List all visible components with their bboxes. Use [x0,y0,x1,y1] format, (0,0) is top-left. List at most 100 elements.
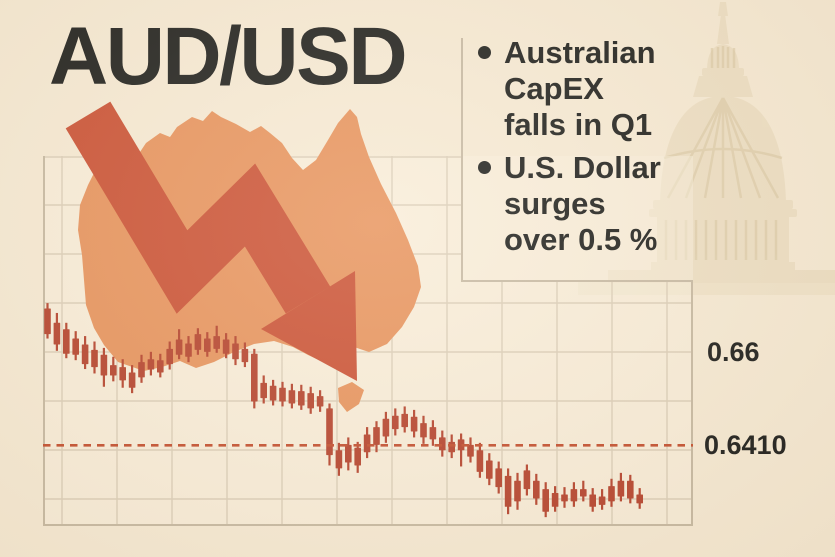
candle-body [533,480,540,499]
candle-body [636,494,643,504]
candle [44,303,51,339]
candle [335,442,343,476]
capitol-details [663,46,783,260]
candle-body [429,427,437,440]
candle [260,375,267,404]
candle-body [251,353,258,402]
candle [617,472,625,502]
candle-body [345,444,352,463]
candle-body [382,418,390,437]
tasmania [338,382,364,412]
candle [232,336,239,366]
candle [598,489,606,510]
candle-body [401,413,408,428]
us-capitol-icon [578,2,835,295]
bullet-list: Australian CapEX falls in Q1 U.S. Dollar… [477,35,662,258]
candle-body [119,367,126,381]
candle-body [486,460,493,479]
candle [138,354,145,383]
candle [504,468,512,515]
candle [392,408,399,436]
candle [542,482,549,518]
candle-body [448,441,455,453]
candle-body [204,338,211,352]
bullet-text: U.S. Dollar surges over 0.5 % [504,150,661,257]
candle [410,409,418,438]
candle-body [335,450,343,469]
candle-body [241,348,249,363]
candle-body [72,338,79,355]
candle [100,347,108,387]
candle [175,329,183,360]
candle-body [100,354,108,376]
candle [110,356,117,382]
price-label-0-66: 0.66 [707,337,760,367]
candle-body [495,468,502,488]
candle [298,384,305,410]
candle [345,437,352,471]
candle-body [194,334,202,350]
candle [457,433,465,467]
candle-body [561,494,568,502]
candle [166,341,173,370]
candle-body [542,489,549,512]
price-label-0-6410: 0.6410 [704,430,787,460]
candle [204,332,211,357]
candle-body [175,339,183,355]
candle-body [298,391,305,406]
candle [523,464,531,496]
candle-body [617,480,625,497]
candle [627,474,634,504]
candle [72,331,79,361]
candle [288,383,296,409]
candle [561,487,568,508]
candle-body [166,348,173,365]
candle [213,325,220,353]
candle [401,406,408,433]
candle [81,336,89,370]
candle-body [589,494,596,507]
candle-body [504,475,512,507]
candle-body [598,496,606,505]
candle [467,437,474,463]
candle-body [53,322,61,345]
candle-body [222,339,230,354]
candle [157,353,164,378]
candle [326,403,333,466]
candle-body [476,450,484,472]
candle-body [608,486,615,502]
candle-body [354,447,361,466]
candle [570,482,578,507]
candle-body [570,489,578,502]
candle-body [467,444,474,457]
candle-body [138,362,145,378]
candle [476,442,484,478]
candle [354,441,361,473]
candle-body [627,480,634,499]
bullet-item-dollar: U.S. Dollar surges over 0.5 % [477,150,662,258]
candle-body [63,329,70,354]
candle-body [420,423,427,438]
candle-body [373,427,380,445]
candle [53,312,61,351]
candle-body [326,408,333,456]
bullet-dot-icon [478,46,491,59]
candle [222,333,230,359]
candle-body [288,390,296,404]
candle [128,365,136,394]
candle-body [91,349,98,368]
candle-body [410,416,418,432]
candle [439,430,446,457]
page-title: AUD/USD [49,11,408,102]
candle [420,415,427,444]
candle [551,486,559,512]
candle [63,322,70,359]
candle-body [128,372,136,388]
candle-body [523,470,531,490]
candle [382,411,390,443]
candle [316,390,324,412]
bullet-dot-icon [478,161,491,174]
candle-body [147,359,155,370]
